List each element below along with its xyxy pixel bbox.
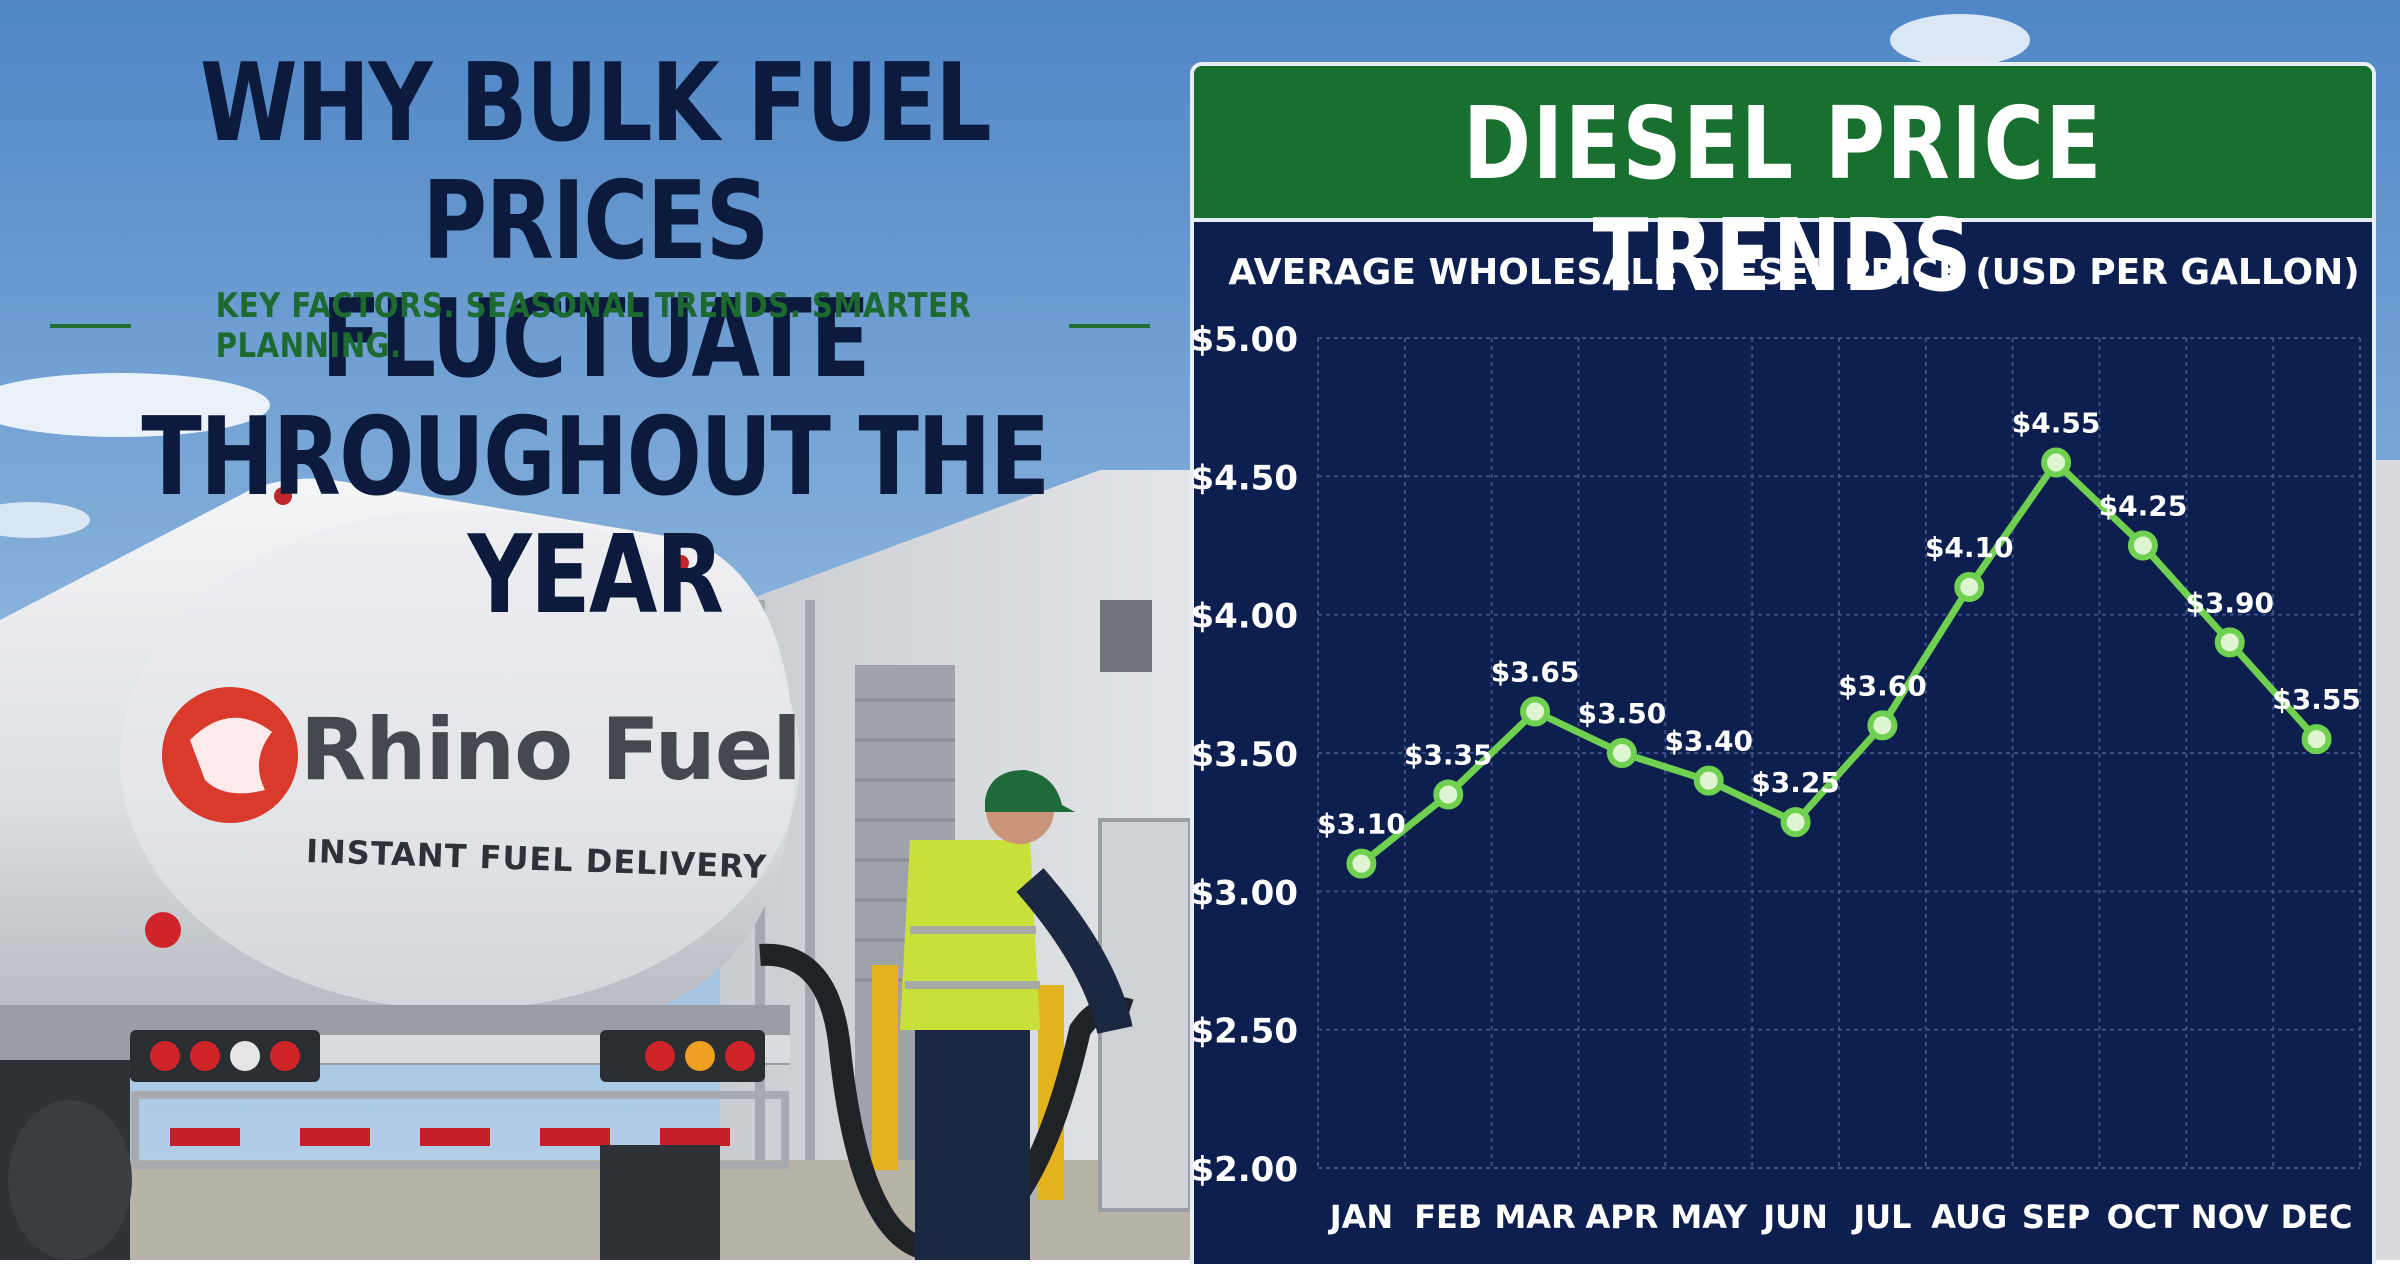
data-label: $3.50 [1578,697,1667,730]
chart-header: DIESEL PRICE TRENDS [1194,66,2372,312]
data-point [2127,530,2158,561]
chart-panel: DIESEL PRICE TRENDS [1190,62,2376,1264]
data-label: $3.10 [1317,808,1406,841]
data-point [2301,724,2332,755]
y-tick-label: $2.50 [1190,1012,1298,1052]
data-point [2041,447,2072,478]
data-point [1780,807,1811,838]
x-tick-label: AUG [1931,1198,2007,1236]
chart-data-labels: $3.10 $3.35 $3.65 $3.50$3.40 $3.25 $3.60 $4.10… [1317,407,2361,841]
subtitle-rule-right [1069,324,1151,328]
data-point [1346,848,1377,879]
x-tick-label: JUL [1851,1198,1911,1236]
subtitle-rule-left [50,324,131,328]
chart-title: DIESEL PRICE TRENDS [1462,85,2104,314]
y-tick-label: $4.00 [1190,597,1298,637]
data-label: $3.25 [1751,766,1840,799]
data-label: $4.10 [1925,531,2014,564]
series-line [1357,459,2321,868]
headline-subtitle: KEY FACTORS. SEASONAL TRENDS. SMARTER PL… [215,286,972,366]
y-tick-label: $5.00 [1190,320,1298,360]
y-tick-label: $3.00 [1190,873,1298,913]
x-tick-label: APR [1585,1198,1658,1236]
x-tick-label: MAR [1494,1198,1575,1236]
data-point [1520,696,1551,727]
chart-subtitle: AVERAGE WHOLESALE DIESEL PRICE (USD PER … [1228,252,2359,293]
y-tick-label: $4.50 [1190,458,1298,498]
data-label: $3.35 [1404,739,1493,772]
x-tick-label: JUN [1761,1198,1828,1236]
chart-grid [1317,337,2361,1169]
x-tick-label: OCT [2107,1198,2180,1236]
x-tick-label: MAY [1670,1198,1748,1236]
chart-series [1346,447,2332,879]
data-point [1606,738,1637,768]
data-label: $3.65 [1491,656,1580,689]
data-label: $3.40 [1664,725,1753,758]
headline-line-1: WHY BULK FUEL PRICES [199,41,992,284]
data-point [1693,765,1724,796]
x-tick-label: SEP [2022,1198,2090,1236]
y-tick-label: $3.50 [1190,735,1298,775]
data-label: $4.25 [2099,490,2188,523]
data-label: $3.90 [2185,586,2274,619]
x-tick-label: FEB [1414,1198,1482,1236]
headline: WHY BULK FUEL PRICES FLUCTUATE THROUGHOU… [124,45,1067,635]
truck-brand-name: Rhino Fuel [300,700,802,800]
headline-line-2: FLUCTUATE THROUGHOUT THE YEAR [141,277,1050,638]
y-tick-label: $2.00 [1190,1150,1298,1190]
data-point [1954,572,1985,602]
data-point [2214,627,2245,658]
chart-axes: $2.00 $2.50 $3.00 $3.50 $4.00 $4.50 $5.00 JAN FE… [1190,320,2352,1236]
x-tick-label: DEC [2281,1198,2353,1236]
x-tick-label: JAN [1328,1198,1393,1236]
data-label: $4.55 [2012,407,2101,440]
data-label: $3.60 [1838,669,1927,702]
data-label: $3.55 [2272,683,2361,716]
headline-subtitle-row: KEY FACTORS. SEASONAL TRENDS. SMARTER PL… [50,286,1151,366]
data-point [1867,710,1898,741]
x-tick-label: NOV [2191,1198,2269,1236]
data-point [1433,779,1464,810]
